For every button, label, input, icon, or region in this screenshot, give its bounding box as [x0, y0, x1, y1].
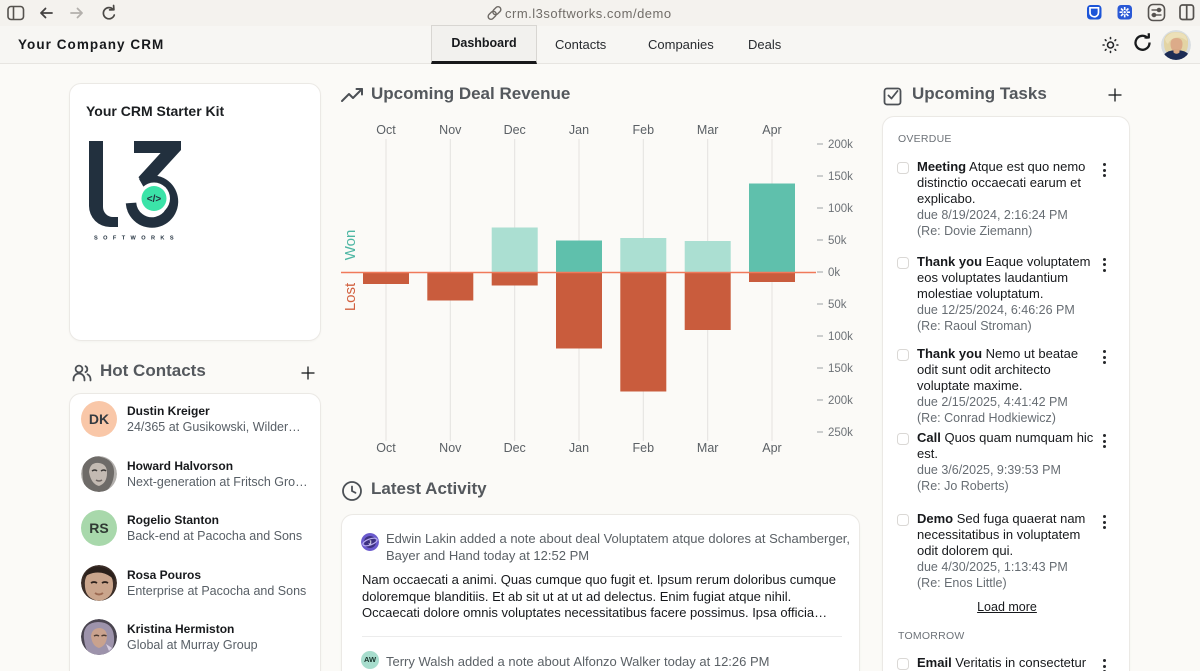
svg-text:Won: Won [342, 230, 359, 261]
svg-text:200k: 200k [828, 139, 853, 151]
svg-text:100k: 100k [828, 331, 853, 343]
svg-text:Jan: Jan [569, 123, 589, 137]
svg-text:Oct: Oct [376, 123, 396, 137]
svg-text:J: J [368, 541, 371, 547]
svg-text:50k: 50k [828, 299, 847, 311]
svg-text:Oct: Oct [376, 441, 396, 455]
svg-text:150k: 150k [828, 171, 853, 183]
svg-text:150k: 150k [828, 363, 853, 375]
svg-text:Apr: Apr [762, 123, 781, 137]
svg-text:100k: 100k [828, 203, 853, 215]
svg-text:Dec: Dec [504, 123, 526, 137]
svg-text:Mar: Mar [697, 123, 719, 137]
svg-text:Apr: Apr [762, 441, 781, 455]
svg-text:Feb: Feb [633, 123, 655, 137]
svg-text:200k: 200k [828, 395, 853, 407]
svg-text:Dec: Dec [504, 441, 526, 455]
svg-text:Nov: Nov [439, 441, 462, 455]
svg-text:Mar: Mar [697, 441, 719, 455]
svg-text:Feb: Feb [633, 441, 655, 455]
svg-text:250k: 250k [828, 427, 853, 439]
svg-text:Lost: Lost [342, 282, 359, 311]
svg-text:50k: 50k [828, 235, 847, 247]
svg-text:SOFTWORKS: SOFTWORKS [94, 236, 179, 242]
svg-text:</>: </> [147, 194, 162, 205]
svg-text:Jan: Jan [569, 441, 589, 455]
svg-text:Nov: Nov [439, 123, 462, 137]
svg-text:0k: 0k [828, 267, 840, 279]
